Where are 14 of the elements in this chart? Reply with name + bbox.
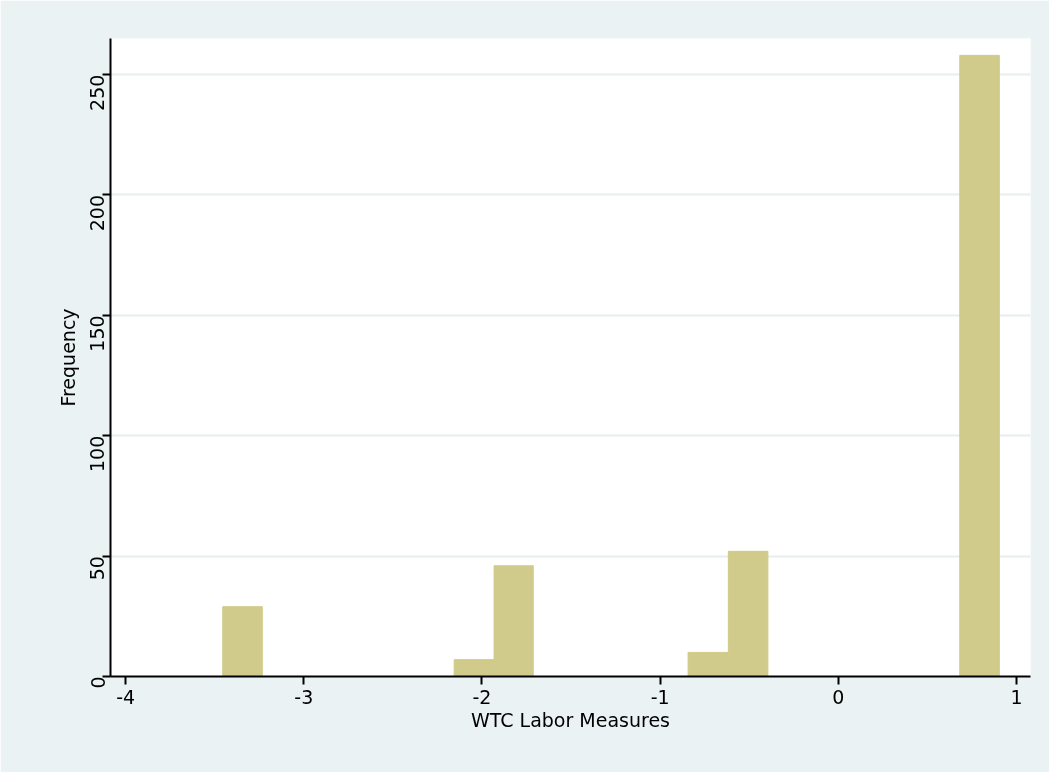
x-tick-label: 1 [1010, 685, 1023, 708]
x-axis-title: WTC Labor Measures [471, 708, 670, 731]
y-tick-label: 50 [86, 556, 109, 581]
y-tick-label: 200 [86, 194, 109, 232]
x-tick-label: -4 [116, 685, 136, 708]
x-tick-label: -1 [650, 685, 670, 708]
y-tick-label: 250 [86, 74, 109, 111]
y-tick-label: 100 [86, 435, 109, 473]
y-axis-title: Frequency [56, 308, 79, 407]
y-tick-label: 150 [86, 315, 109, 352]
x-tick-label: -3 [294, 685, 314, 708]
x-tick-label: -2 [472, 685, 492, 708]
x-tick-label: 0 [832, 685, 845, 708]
y-tick-label: 0 [86, 676, 109, 689]
